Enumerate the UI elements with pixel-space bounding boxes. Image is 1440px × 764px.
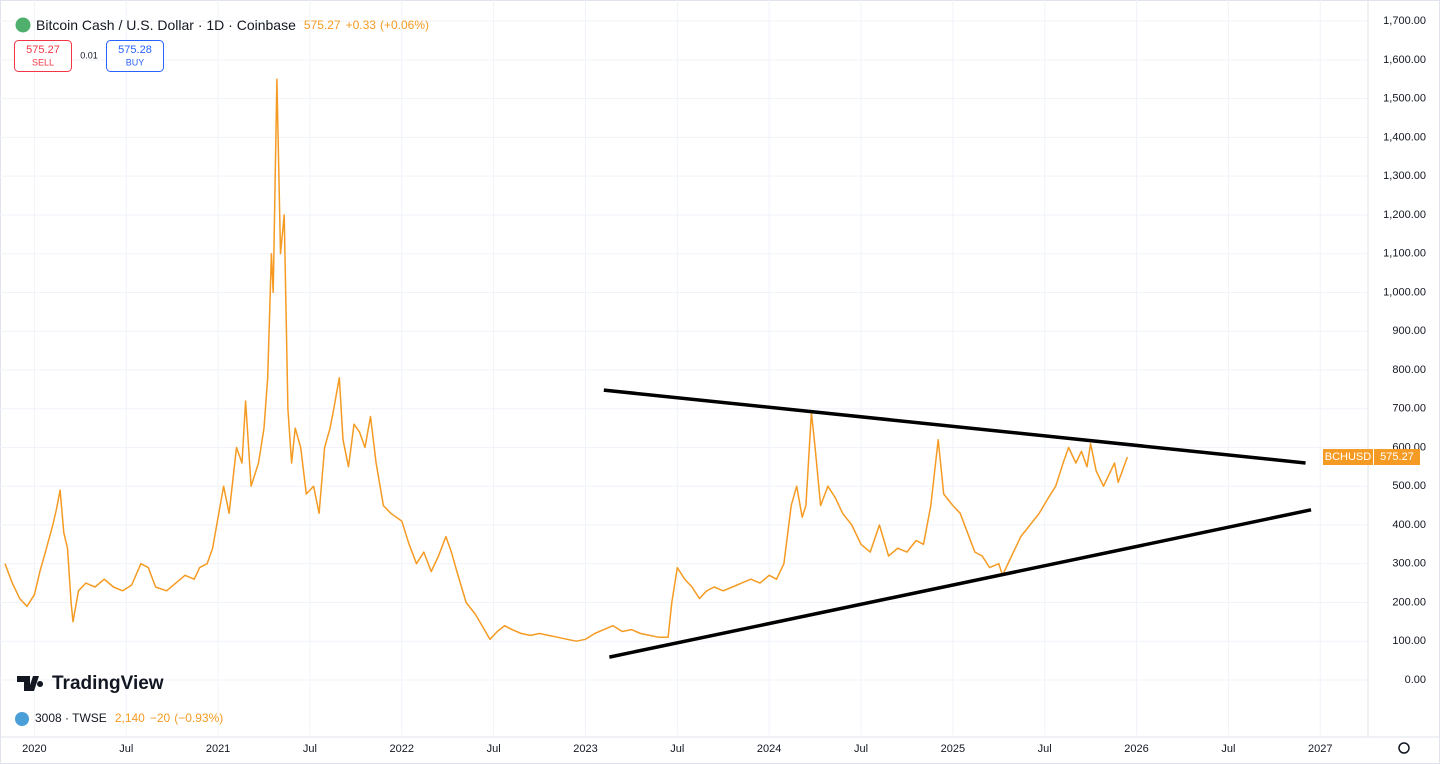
x-tick-label: 2025 xyxy=(941,743,965,755)
y-tick-label: 1,600.00 xyxy=(1383,54,1426,66)
y-tick-label: 500.00 xyxy=(1392,480,1426,492)
ticker-logo xyxy=(15,712,29,726)
tradingview-logo xyxy=(17,676,44,691)
x-tick-label: 2026 xyxy=(1124,743,1148,755)
x-tick-label: 2022 xyxy=(390,743,414,755)
watermark: TradingView xyxy=(52,673,164,694)
y-tick-label: 100.00 xyxy=(1392,635,1426,647)
change: +0.33 xyxy=(346,18,377,32)
sell-price[interactable]: 575.27 xyxy=(26,44,60,56)
x-tick-label: Jul xyxy=(670,743,684,755)
y-tick-label: 1,200.00 xyxy=(1383,209,1426,221)
trend-line xyxy=(608,508,1312,659)
price-tag-symbol xyxy=(1323,449,1373,466)
x-tick-label: Jul xyxy=(303,743,317,755)
ticker-name: 3008 · TWSE xyxy=(35,711,107,725)
x-tick-label: 2027 xyxy=(1308,743,1332,755)
x-tick-label: 2021 xyxy=(206,743,230,755)
y-tick-label: 800.00 xyxy=(1392,364,1426,376)
ticker: 3008 · TWSE 2,140 −20 (−0.93%) xyxy=(35,711,223,725)
y-tick-label: 200.00 xyxy=(1392,596,1426,608)
x-tick-label: 2024 xyxy=(757,743,781,755)
y-tick-label: 1,300.00 xyxy=(1383,170,1426,182)
y-tick-label: 1,500.00 xyxy=(1383,93,1426,105)
title: Bitcoin Cash / U.S. Dollar · 1D · Coinba… xyxy=(36,17,296,33)
last-price: 575.27 xyxy=(304,18,341,32)
price-line xyxy=(4,78,1129,642)
buy-button[interactable] xyxy=(106,40,164,72)
y-tick-label: 1,400.00 xyxy=(1383,131,1426,143)
buy-price[interactable]: 575.28 xyxy=(118,44,152,56)
change-pct: (+0.06%) xyxy=(380,18,429,32)
x-tick-label: Jul xyxy=(1221,743,1235,755)
header: Bitcoin Cash / U.S. Dollar · 1D · Coinba… xyxy=(36,17,429,33)
ticker-change-pct: (−0.93%) xyxy=(174,711,223,725)
x-tick-label: Jul xyxy=(854,743,868,755)
grid xyxy=(0,0,1368,735)
x-tick-label: Jul xyxy=(487,743,501,755)
y-tick-label: 700.00 xyxy=(1392,403,1426,415)
symbol-logo xyxy=(15,17,31,33)
x-tick-label: 2023 xyxy=(573,743,597,755)
x-tick-label: 2020 xyxy=(22,743,46,755)
y-tick-label: 900.00 xyxy=(1392,325,1426,337)
buy-label[interactable]: BUY xyxy=(126,57,145,67)
ticker-change: −20 xyxy=(150,711,171,725)
price-tag-symbol-label: BCHUSD xyxy=(1325,451,1372,463)
y-tick-label: 400.00 xyxy=(1392,519,1426,531)
y-tick-label: 1,700.00 xyxy=(1383,15,1426,27)
y-tick-label: 0.00 xyxy=(1405,674,1426,686)
y-tick-label: 300.00 xyxy=(1392,558,1426,570)
sell-button[interactable] xyxy=(14,40,72,72)
x-tick-label: Jul xyxy=(1038,743,1052,755)
x-tick-label: Jul xyxy=(119,743,133,755)
y-tick-label: 1,000.00 xyxy=(1383,286,1426,298)
price-tag-label: 575.27 xyxy=(1380,451,1414,463)
spread: 0.01 xyxy=(80,50,98,60)
trend-line xyxy=(603,388,1306,465)
sell-label[interactable]: SELL xyxy=(32,57,54,67)
ticker-price: 2,140 xyxy=(115,711,145,725)
y-tick-label: 1,100.00 xyxy=(1383,248,1426,260)
plot xyxy=(4,78,1312,659)
settings-icon[interactable] xyxy=(1398,742,1410,754)
price-tag xyxy=(1374,449,1420,466)
